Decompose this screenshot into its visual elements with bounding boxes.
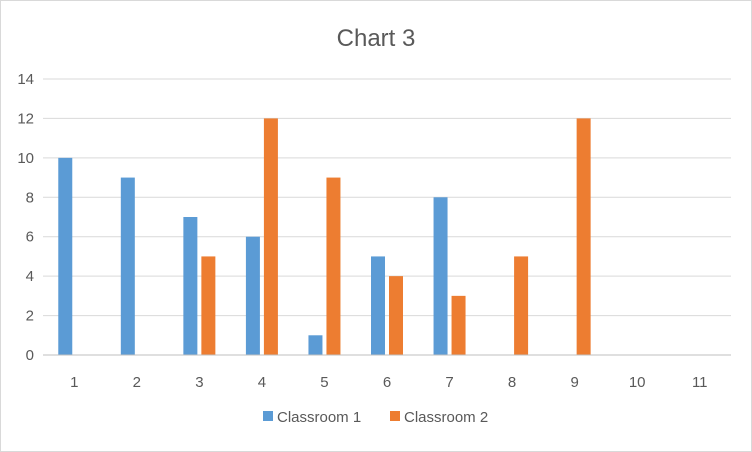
bar [433,197,448,355]
bar [514,256,529,355]
bar [58,157,73,355]
legend-label: Classroom 2 [404,409,488,426]
bar [201,256,216,355]
x-tick-label: 1 [70,374,78,391]
y-tick-label: 4 [26,268,34,285]
x-tick-label: 4 [258,374,266,391]
y-tick-label: 0 [26,347,34,364]
bar [326,177,341,355]
bar [120,177,135,355]
bar [576,118,591,355]
y-tick-label: 2 [26,308,34,325]
y-tick-label: 8 [26,189,34,206]
x-tick-label: 2 [133,374,141,391]
x-axis-ticks: 1 2 3 4 5 6 7 8 9 10 11 [70,374,707,391]
bar [183,217,198,355]
x-tick-label: 7 [445,374,453,391]
x-tick-label: 8 [508,374,516,391]
bar [308,335,323,355]
legend-swatch [263,411,273,421]
y-tick-label: 10 [17,150,34,167]
legend-swatch [390,411,400,421]
bar [451,295,466,355]
x-tick-label: 10 [629,374,646,391]
chart-title: Chart 3 [337,25,416,52]
x-tick-label: 3 [195,374,203,391]
x-tick-label: 5 [320,374,328,391]
y-tick-label: 6 [26,229,34,246]
y-axis-ticks: 0 2 4 6 8 10 12 14 [17,71,34,364]
y-tick-label: 14 [17,71,34,88]
legend: Classroom 1 Classroom 2 [263,409,488,426]
bar [263,118,278,355]
bar [245,236,260,355]
x-tick-label: 9 [570,374,578,391]
legend-label: Classroom 1 [277,409,361,426]
x-tick-label: 6 [383,374,391,391]
y-tick-label: 12 [17,110,34,127]
bar [371,256,385,355]
x-tick-label: 11 [692,374,708,391]
gridlines [43,78,731,317]
bars [58,118,591,355]
bar [389,276,403,355]
